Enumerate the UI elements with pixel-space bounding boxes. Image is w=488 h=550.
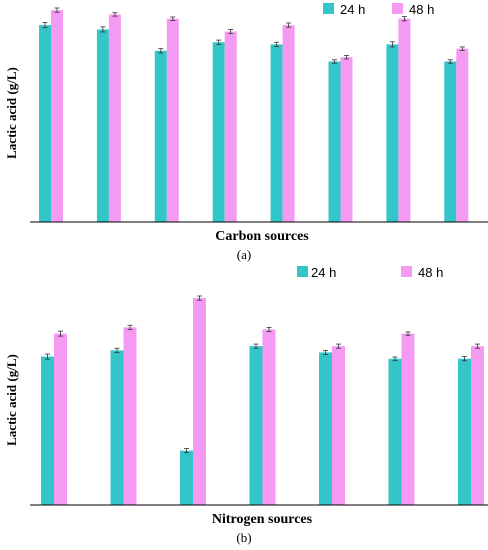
bar-a-24h-6 [328,61,341,222]
legend-b: 24 h 48 h [297,265,443,280]
bar-a-48h-3 [166,18,179,223]
bar-b-24h-1 [41,356,54,505]
error-bar-b-48h-1 [58,330,63,337]
error-bar-b-48h-2 [127,324,133,330]
error-bar-a-48h-2 [112,12,118,17]
bars-nitrogen-sources [41,295,484,505]
bar-a-24h-7 [386,44,399,222]
error-bar-b-24h-4 [253,343,259,349]
legend-swatch-24h-b [297,266,308,277]
legend-swatch-48h-b [401,266,412,277]
bar-a-24h-4 [212,42,225,222]
error-bar-b-24h-3 [184,448,189,454]
bar-b-48h-3 [193,298,206,505]
error-bar-b-48h-7 [475,343,480,349]
bar-b-24h-6 [388,358,402,505]
error-bar-a-24h-5 [274,41,280,47]
error-bar-a-24h-6 [332,59,337,64]
bar-b-48h-4 [262,329,276,505]
bar-b-48h-5 [332,346,345,505]
bar-a-48h-1 [51,10,63,223]
bar-a-24h-8 [444,61,457,222]
bar-a-48h-4 [224,31,237,223]
error-bar-a-48h-7 [401,16,407,22]
error-bar-a-48h-4 [228,28,234,35]
bar-b-48h-6 [401,333,415,505]
bar-b-24h-7 [458,358,471,505]
error-bar-b-24h-6 [392,356,398,361]
x-axis-title-a: Carbon sources [215,229,309,244]
error-bar-b-24h-1 [45,353,50,360]
legend-label-24h-b: 24 h [311,265,336,280]
error-bar-a-24h-4 [216,39,222,45]
bars-carbon-sources [39,7,469,223]
error-bar-a-24h-2 [100,26,106,33]
bar-b-48h-7 [471,346,484,505]
bar-b-24h-5 [319,352,332,505]
error-bar-a-48h-6 [344,55,349,60]
legend-label-48h-b: 48 h [418,265,443,280]
x-axis-title-b: Nitrogen sources [212,512,313,527]
error-bar-a-48h-8 [459,46,465,51]
bar-a-48h-6 [340,57,353,222]
bar-b-48h-1 [54,333,67,505]
error-bar-a-24h-8 [447,59,453,64]
error-bar-a-24h-3 [158,48,164,54]
legend-label-48h-a: 48 h [409,2,434,17]
error-bar-a-48h-1 [54,7,60,13]
error-bar-b-48h-6 [405,331,411,336]
error-bar-a-24h-1 [42,22,48,29]
error-bar-b-48h-5 [336,343,341,349]
bar-a-48h-7 [398,18,411,223]
bar-b-24h-2 [110,350,124,505]
legend-label-24h-a: 24 h [340,2,365,17]
chart-panel-b: Lactic acid (g/L) Nitrogen sources (b) 2… [4,265,488,545]
error-bar-a-48h-3 [170,16,176,21]
y-axis-title-b: Lactic acid (g/L) [4,354,19,446]
legend-swatch-24h-a [323,3,334,14]
bar-a-24h-1 [39,25,51,223]
error-bar-b-48h-4 [266,326,272,332]
bar-a-48h-8 [456,48,469,222]
error-bar-a-48h-5 [286,22,292,28]
bar-b-24h-4 [249,346,263,505]
y-axis-title-a: Lactic acid (g/L) [4,67,19,159]
error-bar-b-48h-3 [197,295,202,301]
bar-a-48h-2 [108,14,121,223]
error-bar-b-24h-2 [114,347,120,353]
bar-b-24h-3 [180,450,193,505]
bar-a-24h-3 [154,50,167,222]
bar-a-48h-5 [282,25,295,223]
chart-panel-a: Lactic acid (g/L) Carbon sources (a) 24 … [4,2,488,262]
legend-a: 24 h 48 h [323,2,434,17]
panel-label-b: (b) [236,530,251,545]
bar-a-24h-2 [96,29,109,223]
panel-label-a: (a) [237,247,251,262]
legend-swatch-48h-a [392,3,403,14]
bar-b-48h-2 [123,327,137,505]
bar-a-24h-5 [270,44,283,222]
error-bar-b-24h-7 [462,356,467,362]
error-bar-a-24h-7 [389,41,395,48]
error-bar-b-24h-5 [323,349,328,355]
